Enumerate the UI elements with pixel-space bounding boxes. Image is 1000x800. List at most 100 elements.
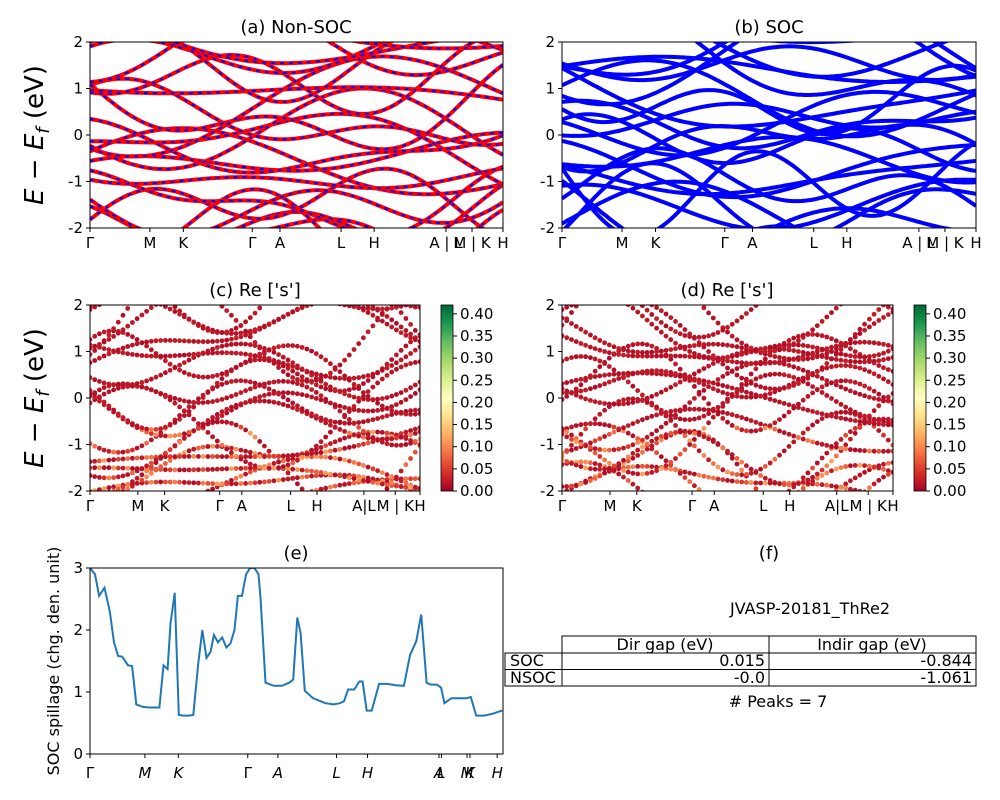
band-point: [767, 360, 773, 366]
band-point: [890, 306, 893, 312]
band-point: [314, 282, 319, 287]
band-point: [210, 329, 216, 335]
panel-e-xtick-label: Γ: [86, 764, 95, 782]
band-point: [583, 421, 588, 427]
band-point: [309, 348, 314, 354]
band-point: [125, 456, 131, 461]
panel-b-xtick-label: M | K: [926, 234, 965, 252]
band-point: [644, 415, 650, 421]
band-point: [701, 334, 707, 340]
band-point: [867, 287, 872, 292]
band-point: [210, 418, 216, 424]
band-point: [92, 300, 97, 305]
band-point: [677, 416, 683, 422]
band-point: [337, 305, 343, 307]
band-point: [720, 416, 726, 421]
band-point: [140, 285, 145, 290]
band-point: [247, 356, 253, 362]
band-point: [573, 305, 579, 309]
band-point: [762, 464, 768, 469]
band-point: [201, 295, 206, 300]
band-line-nonsoc-dashed: [90, 165, 503, 228]
band-point: [318, 393, 324, 399]
band-point: [139, 466, 145, 471]
band-point: [768, 502, 773, 507]
band-point: [139, 443, 145, 449]
band-point: [229, 481, 234, 487]
band-point: [588, 332, 593, 338]
band-point: [309, 253, 314, 258]
band-point: [833, 484, 839, 489]
band-point: [626, 525, 631, 530]
peaks-count: # Peaks = 7: [729, 692, 828, 711]
band-point: [148, 376, 154, 382]
band-point: [881, 432, 886, 438]
band-point: [398, 390, 404, 395]
band-point: [635, 309, 641, 315]
band-point: [224, 308, 230, 313]
band-point: [219, 466, 225, 472]
band-point: [328, 374, 333, 380]
band-point: [370, 429, 376, 435]
band-point: [403, 332, 409, 338]
band-point: [149, 508, 154, 513]
panel-c-xtick-label: M | K: [377, 497, 416, 515]
band-point: [592, 450, 598, 456]
band-point: [673, 346, 678, 352]
band-point: [592, 399, 598, 405]
band-point: [796, 506, 801, 511]
band-point: [706, 474, 711, 480]
band-point: [720, 374, 726, 379]
band-point: [687, 417, 693, 423]
band-point: [762, 385, 768, 391]
band-point: [588, 398, 593, 403]
band-point: [233, 422, 239, 428]
band-point: [744, 360, 749, 366]
band-point: [115, 411, 121, 417]
band-point: [729, 354, 735, 359]
band-point: [658, 308, 664, 314]
band-point: [379, 407, 385, 412]
band-point: [654, 346, 659, 351]
band-point: [417, 344, 420, 350]
panel-d-ytick-label: -1: [540, 436, 555, 454]
band-point: [342, 429, 347, 434]
band-point: [578, 459, 584, 465]
band-point: [243, 471, 249, 477]
band-point: [664, 282, 669, 287]
band-point: [616, 401, 622, 407]
spillage-line: [90, 568, 503, 717]
band-point: [829, 413, 834, 419]
band-point: [309, 296, 314, 301]
band-point: [753, 382, 759, 388]
band-point: [701, 473, 707, 479]
band-point: [398, 310, 404, 315]
band-point: [701, 344, 707, 350]
band-point: [295, 391, 300, 397]
band-point: [276, 400, 281, 406]
band-point: [276, 316, 281, 322]
band-point: [342, 482, 347, 487]
band-point: [663, 353, 669, 359]
band-point: [730, 512, 735, 517]
band-point: [758, 361, 763, 366]
band-point: [871, 311, 877, 317]
band-point: [848, 337, 853, 342]
band-point: [739, 340, 745, 346]
band-point: [649, 464, 655, 469]
band-point: [120, 327, 126, 333]
col-header-dir-gap: Dir gap (eV): [617, 635, 714, 654]
band-point: [115, 382, 121, 388]
band-point: [290, 379, 296, 385]
band-point: [805, 343, 811, 349]
band-point: [578, 394, 584, 400]
soc-indir-gap: -0.844: [920, 651, 972, 670]
band-point: [370, 312, 376, 318]
band-point: [852, 390, 858, 396]
band-point: [205, 390, 211, 395]
band-point: [578, 422, 584, 428]
band-point: [191, 351, 197, 357]
band-point: [833, 399, 839, 404]
band-point: [285, 457, 291, 463]
band-point: [677, 323, 683, 328]
